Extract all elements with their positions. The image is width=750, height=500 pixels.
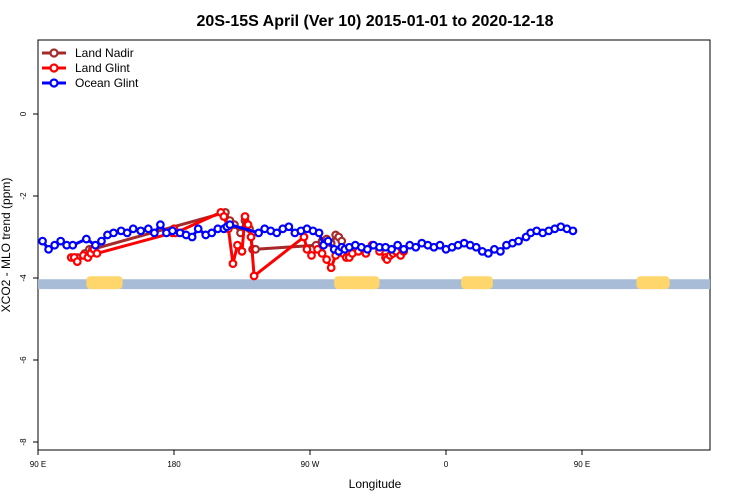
data-point: [326, 263, 336, 273]
data-point: [56, 236, 66, 246]
series-layer: [38, 207, 578, 281]
legend-marker: [49, 63, 59, 73]
data-point: [97, 236, 106, 246]
data-point: [128, 224, 138, 234]
data-point: [193, 224, 203, 234]
x-tick-label: 90 E: [574, 460, 590, 469]
data-point: [411, 242, 421, 252]
chart-title: 20S-15S April (Ver 10) 2015-01-01 to 202…: [197, 13, 554, 30]
data-point: [38, 236, 47, 246]
data-point: [471, 242, 481, 252]
data-point: [143, 224, 153, 234]
data-point: [323, 236, 333, 246]
x-axis-label: Longitude: [349, 477, 402, 491]
legend-label: Ocean Glint: [75, 76, 139, 90]
y-tick-label: 0: [19, 111, 28, 116]
data-point: [50, 240, 60, 250]
data-point: [109, 228, 118, 238]
data-point: [314, 228, 324, 238]
data-point: [233, 240, 242, 250]
data-point: [568, 226, 578, 236]
data-point: [136, 226, 146, 236]
land-segment: [636, 276, 670, 290]
x-tick-label: 180: [167, 460, 181, 469]
series-ocean-glint: [38, 220, 578, 258]
data-point: [149, 228, 159, 238]
data-point: [246, 232, 256, 242]
legend-entry: Land Glint: [42, 61, 130, 75]
data-point: [122, 228, 132, 238]
data-point: [387, 244, 397, 254]
data-point: [240, 212, 250, 221]
data-point: [363, 244, 372, 254]
legend-marker: [49, 48, 59, 58]
x-tick-label: 90 W: [301, 460, 320, 469]
data-point: [237, 246, 247, 256]
data-point: [68, 240, 78, 250]
data-point: [44, 244, 53, 254]
data-point: [393, 240, 403, 250]
data-point: [207, 228, 217, 238]
land-segment: [461, 276, 493, 290]
data-point: [496, 246, 505, 256]
data-point: [243, 220, 253, 230]
y-tick-label: -4: [19, 274, 28, 282]
legend-marker: [49, 78, 59, 88]
y-axis-label: XCO2 - MLO trend (ppm): [0, 178, 13, 313]
plot-frame: [37, 39, 711, 451]
legend-label: Land Glint: [75, 61, 130, 75]
y-tick-label: -6: [19, 356, 28, 364]
data-point: [91, 240, 100, 250]
data-point: [317, 248, 327, 258]
y-tick-label: -2: [19, 192, 28, 200]
data-point: [81, 234, 91, 244]
data-point: [249, 271, 259, 281]
y-tick-label: -8: [19, 438, 28, 446]
data-point: [155, 220, 165, 230]
data-point: [219, 212, 229, 221]
data-point: [228, 259, 238, 269]
legend-entry: Ocean Glint: [42, 76, 139, 90]
x-tick-label: 0: [444, 460, 449, 469]
data-point: [284, 222, 294, 232]
data-point: [272, 228, 282, 238]
data-point: [322, 255, 332, 264]
data-point: [435, 240, 445, 250]
data-point: [302, 244, 312, 254]
data-point: [307, 251, 316, 260]
x-axis-ticks: 90 E 180 90 W 0 90 E: [30, 450, 590, 469]
x-tick-label: 90 E: [30, 460, 46, 469]
data-point: [168, 226, 177, 236]
land-ocean-mask: [38, 276, 710, 290]
data-point: [254, 228, 264, 238]
legend-entry: Land Nadir: [42, 46, 134, 60]
data-point: [399, 244, 409, 254]
data-point: [483, 248, 493, 258]
legend-label: Land Nadir: [75, 46, 134, 60]
y-axis-ticks: 0 -2 -4 -6 -8: [19, 111, 38, 446]
land-segment: [334, 276, 380, 290]
data-point: [225, 220, 235, 230]
data-point: [92, 248, 102, 258]
land-segment: [86, 276, 123, 290]
data-point: [514, 236, 523, 246]
data-point: [187, 232, 197, 242]
data-point: [72, 257, 82, 267]
